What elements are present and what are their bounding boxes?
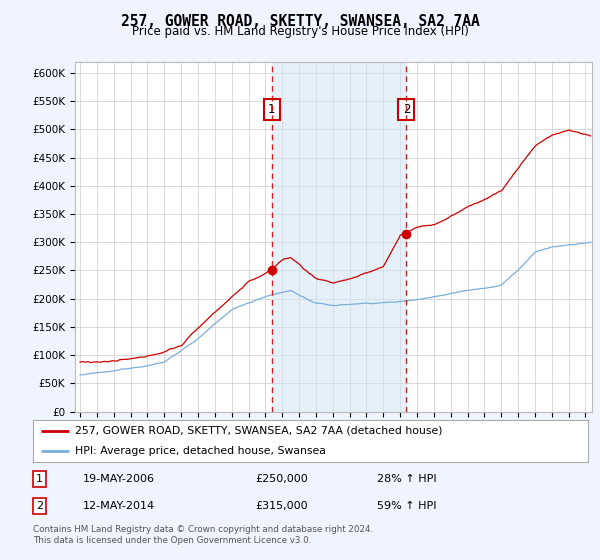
Text: 257, GOWER ROAD, SKETTY, SWANSEA, SA2 7AA (detached house): 257, GOWER ROAD, SKETTY, SWANSEA, SA2 7A… xyxy=(74,426,442,436)
Text: 2: 2 xyxy=(36,501,43,511)
Text: 1: 1 xyxy=(36,474,43,484)
Text: £315,000: £315,000 xyxy=(255,501,308,511)
Text: 19-MAY-2006: 19-MAY-2006 xyxy=(83,474,155,484)
Text: Contains HM Land Registry data © Crown copyright and database right 2024.
This d: Contains HM Land Registry data © Crown c… xyxy=(33,525,373,545)
Text: 257, GOWER ROAD, SKETTY, SWANSEA, SA2 7AA: 257, GOWER ROAD, SKETTY, SWANSEA, SA2 7A… xyxy=(121,14,479,29)
Text: Price paid vs. HM Land Registry's House Price Index (HPI): Price paid vs. HM Land Registry's House … xyxy=(131,25,469,38)
Text: £250,000: £250,000 xyxy=(255,474,308,484)
Text: 2: 2 xyxy=(403,103,410,116)
Text: 59% ↑ HPI: 59% ↑ HPI xyxy=(377,501,437,511)
Text: 1: 1 xyxy=(268,103,275,116)
Text: HPI: Average price, detached house, Swansea: HPI: Average price, detached house, Swan… xyxy=(74,446,325,456)
Text: 28% ↑ HPI: 28% ↑ HPI xyxy=(377,474,437,484)
Text: 12-MAY-2014: 12-MAY-2014 xyxy=(83,501,155,511)
